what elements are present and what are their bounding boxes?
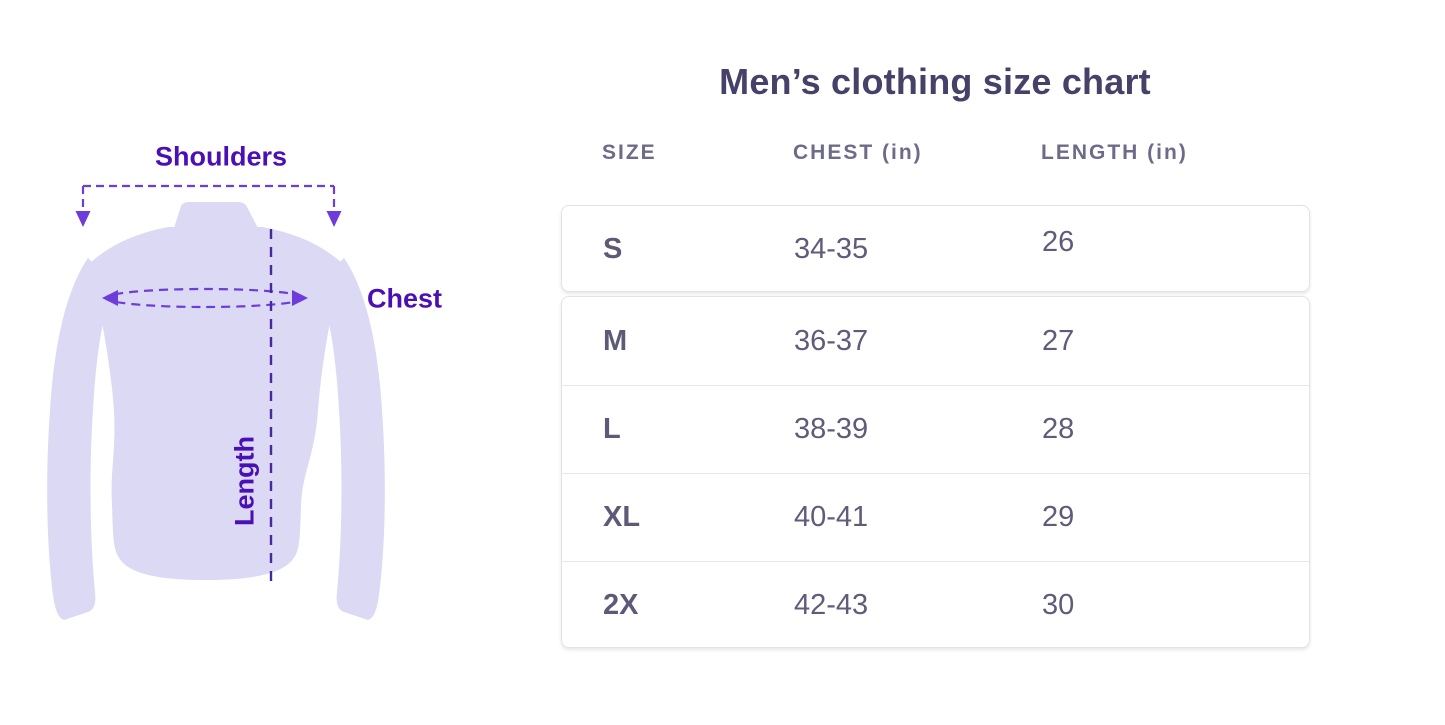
length-cell: 29 <box>1042 501 1075 533</box>
chest-cell: 40-41 <box>794 501 869 533</box>
shoulders-label: Shoulders <box>154 141 288 172</box>
chest-cell: 42-43 <box>794 589 869 621</box>
table-card-group: M 36-37 27 L 38-39 28 XL 40-41 29 2X 42-… <box>561 296 1310 648</box>
size-cell: XL <box>603 501 641 533</box>
shirt-right-sleeve <box>316 258 385 620</box>
chest-cell: 34-35 <box>794 233 869 265</box>
chest-arrow-left-icon <box>102 290 118 306</box>
chest-arrow-right-icon <box>292 290 308 306</box>
table-row: S 34-35 26 <box>562 206 1309 293</box>
header-size: SIZE <box>602 141 657 164</box>
table-row: L 38-39 28 <box>562 385 1309 473</box>
header-length: LENGTH (in) <box>1041 141 1188 164</box>
page-title: Men’s clothing size chart <box>719 61 1151 102</box>
shirt-torso <box>90 227 342 580</box>
shoulders-measure-bracket <box>81 184 336 211</box>
header-chest: CHEST (in) <box>793 141 923 164</box>
length-cell: 28 <box>1042 413 1075 445</box>
length-cell: 27 <box>1042 324 1075 357</box>
size-cell: L <box>603 413 621 445</box>
shoulders-arrow-left-icon <box>75 211 91 227</box>
shirt-measurement-diagram <box>47 184 385 620</box>
chest-cell: 36-37 <box>794 324 869 357</box>
table-row: XL 40-41 29 <box>562 473 1309 561</box>
shirt-left-sleeve <box>47 258 117 620</box>
size-cell: S <box>603 233 623 265</box>
length-cell: 30 <box>1042 589 1075 621</box>
shirt-collar <box>174 202 258 228</box>
table-row: M 36-37 27 <box>562 297 1309 385</box>
shoulders-arrow-right-icon <box>326 211 342 227</box>
table-row: 2X 42-43 30 <box>562 561 1309 649</box>
table-header-row: SIZE CHEST (in) LENGTH (in) <box>561 140 1310 166</box>
length-cell: 26 <box>1042 226 1075 258</box>
size-cell: 2X <box>603 589 639 621</box>
length-label: Length <box>229 436 260 526</box>
chest-cell: 38-39 <box>794 413 869 445</box>
chest-label: Chest <box>367 283 443 314</box>
size-cell: M <box>603 324 628 357</box>
table-card-s: S 34-35 26 <box>561 205 1310 292</box>
